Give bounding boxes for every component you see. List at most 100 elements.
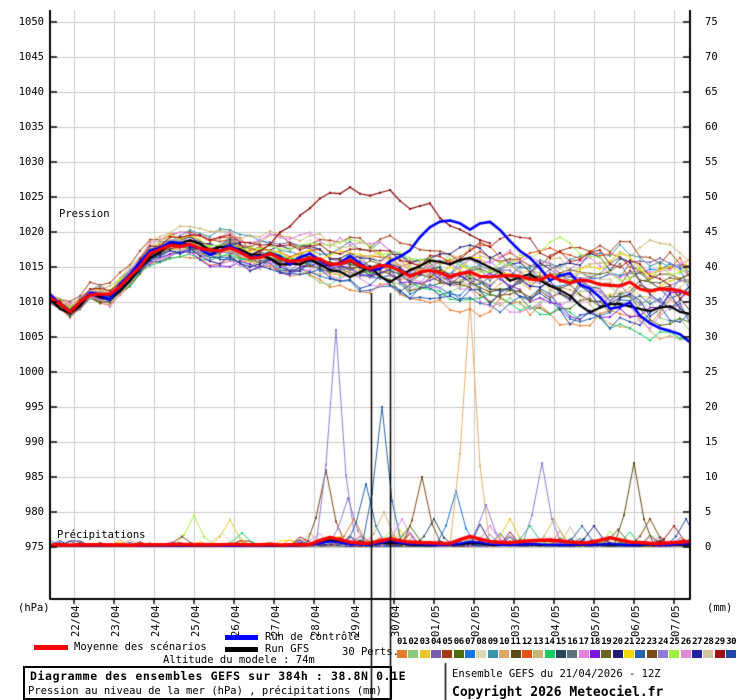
diagram-subtitle: Pression au niveau de la mer (hPa) , pré… — [28, 685, 383, 697]
gfs-legend-label: Run GFS — [265, 643, 310, 655]
perturbation-color-swatch — [397, 650, 407, 658]
right-axis-tick-label: 40 — [705, 261, 718, 273]
x-axis-date-label: 26/04 — [230, 605, 242, 637]
perturbation-number: 27 — [692, 637, 703, 647]
x-axis-date-label: 23/04 — [110, 605, 122, 637]
perturbation-number: 04 — [431, 637, 442, 647]
gfs-legend-swatch — [225, 647, 258, 652]
perturbation-number: 10 — [499, 637, 510, 647]
perturbation-color-swatch — [635, 650, 646, 658]
perturbation-number: 13 — [533, 637, 544, 647]
perturbation-number: 29 — [714, 637, 725, 647]
perturbation-number: 20 — [612, 637, 623, 647]
perturbation-color-swatch — [612, 650, 623, 658]
right-axis-tick-label: 45 — [705, 226, 718, 238]
left-axis-tick-label: 1035 — [18, 121, 44, 133]
mean-legend-label: Moyenne des scénarios — [74, 641, 207, 653]
perturbation-number: 19 — [601, 637, 612, 647]
left-axis-tick-label: 1045 — [18, 51, 44, 63]
right-axis-unit: (mm) — [707, 602, 733, 614]
perturbation-number: 25 — [669, 637, 680, 647]
perturbation-number: 28 — [703, 637, 714, 647]
perturbation-number: 23 — [646, 637, 657, 647]
right-axis-tick-label: 25 — [705, 366, 718, 378]
perturbation-color-swatch — [714, 650, 725, 658]
perturbation-number: 26 — [680, 637, 691, 647]
left-axis-tick-label: 1015 — [18, 261, 44, 273]
perts-count-label: 30 Perts. — [342, 646, 399, 658]
perturbation-number: 07 — [465, 637, 476, 647]
diagram-title: Diagramme des ensembles GEFS sur 384h : … — [30, 669, 407, 683]
perturbation-color-swatch — [680, 650, 691, 658]
x-axis-date-label: 07/05 — [670, 605, 682, 637]
x-axis-date-label: 22/04 — [70, 605, 82, 637]
precip-section-label: Précipitations — [57, 529, 146, 541]
perturbation-color-swatch — [589, 650, 600, 658]
x-axis-date-label: 01/05 — [430, 605, 442, 637]
right-axis-tick-label: 35 — [705, 296, 718, 308]
left-axis-tick-label: 985 — [25, 471, 44, 483]
right-axis-tick-label: 65 — [705, 86, 718, 98]
left-axis-tick-label: 980 — [25, 506, 44, 518]
perturbation-number: 08 — [476, 637, 487, 647]
x-axis-date-label: 04/05 — [550, 605, 562, 637]
perturbation-color-swatch — [408, 650, 419, 658]
left-axis-tick-label: 1025 — [18, 191, 44, 203]
x-axis-date-label: 02/05 — [470, 605, 482, 637]
x-axis-date-label: 24/04 — [150, 605, 162, 637]
run-info-label: Ensemble GEFS du 21/04/2026 - 12Z — [452, 668, 661, 680]
left-axis-tick-label: 1040 — [18, 86, 44, 98]
perturbation-number: 14 — [544, 637, 555, 647]
perturbation-number: 21 — [623, 637, 635, 647]
left-axis-tick-label: 1005 — [18, 331, 44, 343]
left-axis-tick-label: 1000 — [18, 366, 44, 378]
perturbation-color-swatch — [692, 650, 703, 658]
perturbation-color-swatch — [555, 650, 566, 658]
right-axis-tick-label: 30 — [705, 331, 718, 343]
perturbation-number: 11 — [510, 637, 521, 647]
perturbation-color-swatch — [487, 650, 498, 658]
perturbation-color-swatch — [544, 650, 555, 658]
copyright-label: Copyright 2026 Meteociel.fr — [452, 685, 664, 700]
perturbation-color-swatch — [442, 650, 453, 658]
x-axis-date-label: 05/05 — [590, 605, 602, 637]
perturbation-color-swatch — [453, 650, 464, 658]
perturbation-color-swatch — [465, 650, 476, 658]
left-axis-tick-label: 1020 — [18, 226, 44, 238]
model-altitude-label: Altitude du modele : 74m — [163, 654, 315, 666]
perturbation-color-swatch — [646, 650, 657, 658]
perturbation-number: 16 — [567, 637, 578, 647]
right-axis-tick-label: 20 — [705, 401, 718, 413]
perturbation-color-swatch — [578, 650, 589, 658]
perturbation-number: 22 — [635, 637, 646, 647]
right-axis-tick-label: 50 — [705, 191, 718, 203]
perturbation-color-swatch — [476, 650, 487, 658]
x-axis-date-label: 25/04 — [190, 605, 202, 637]
perturbation-color-swatch — [624, 650, 634, 658]
perturbation-number: 05 — [442, 637, 453, 647]
right-axis-tick-label: 60 — [705, 121, 718, 133]
control-legend-label: Run de contrôle — [265, 631, 360, 643]
perturbation-number: 18 — [589, 637, 600, 647]
perturbation-number: 24 — [658, 637, 669, 647]
left-axis-tick-label: 990 — [25, 436, 44, 448]
perturbation-number: 09 — [487, 637, 498, 647]
perturbation-color-swatch — [510, 650, 521, 658]
perturbation-color-swatch — [521, 650, 532, 658]
right-axis-tick-label: 10 — [705, 471, 718, 483]
left-axis-tick-label: 1010 — [18, 296, 44, 308]
left-axis-tick-label: 975 — [25, 541, 44, 553]
x-axis-date-label: 30/04 — [390, 605, 402, 637]
perturbation-color-swatch — [669, 650, 680, 658]
perturbation-color-swatch — [703, 650, 714, 658]
perturbation-number: 02 — [408, 637, 419, 647]
perturbation-color-swatch — [601, 650, 612, 658]
perturbation-color-swatch — [726, 650, 737, 658]
right-axis-tick-label: 0 — [705, 541, 712, 553]
footer-info-box — [23, 666, 392, 700]
left-axis-tick-label: 1030 — [18, 156, 44, 168]
perturbation-color-swatch — [567, 650, 578, 658]
left-axis-tick-label: 995 — [25, 401, 44, 413]
